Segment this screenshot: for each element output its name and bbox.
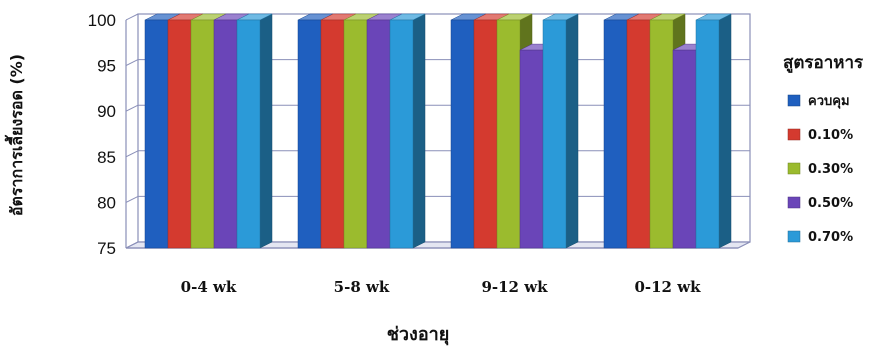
bar [542, 13, 579, 249]
gridline-side [125, 241, 139, 249]
legend-item: ควบคุม [787, 94, 850, 109]
legend-swatch [787, 162, 801, 175]
bar [695, 13, 732, 249]
legend-item: 0.70% [787, 230, 853, 245]
legend-label: ควบคุม [808, 94, 850, 109]
y-tick-label: 80 [97, 193, 116, 212]
x-tick-label: 0-12 wk [634, 278, 701, 296]
y-tick-label: 90 [97, 102, 116, 121]
legend-label: 0.70% [808, 230, 853, 245]
x-tick-label: 9-12 wk [481, 278, 548, 296]
bar [236, 13, 273, 249]
legend-swatch [787, 128, 801, 141]
gridline-side [125, 13, 139, 21]
legend-label: 0.10% [808, 128, 853, 143]
x-tick-label: 5-8 wk [334, 278, 390, 296]
y-tick-label: 85 [97, 148, 116, 167]
y-tick-label: 95 [97, 57, 116, 76]
gridline-side [125, 104, 139, 112]
gridline-side [125, 59, 139, 67]
x-axis-categories: 0-4 wk 5-8 wk 9-12 wk 0-12 wk [181, 278, 701, 296]
legend-label: 0.50% [808, 196, 853, 211]
legend-swatch [787, 94, 801, 107]
gridline-side [125, 195, 139, 203]
x-tick-label: 0-4 wk [181, 278, 237, 296]
y-tick-label: 100 [88, 11, 116, 30]
legend: สูตรอาหาร ควบคุม 0.10% 0.30% 0.50% 0.70% [783, 53, 864, 245]
y-tick-label: 75 [97, 239, 116, 258]
bars [144, 13, 732, 249]
legend-item: 0.10% [787, 128, 853, 143]
y-axis-title: อัตราการเลี้ยงรอด (%) [4, 54, 26, 216]
y-axis-ticks: 75 80 85 90 95 100 [88, 11, 116, 258]
legend-swatch [787, 230, 801, 243]
bar [389, 13, 426, 249]
legend-item: 0.30% [787, 162, 853, 177]
legend-label: 0.30% [808, 162, 853, 177]
legend-swatch [787, 196, 801, 209]
legend-item: 0.50% [787, 196, 853, 211]
x-axis-title: ช่วงอายุ [387, 324, 450, 346]
gridline-side [125, 150, 139, 158]
legend-title: สูตรอาหาร [783, 53, 864, 74]
